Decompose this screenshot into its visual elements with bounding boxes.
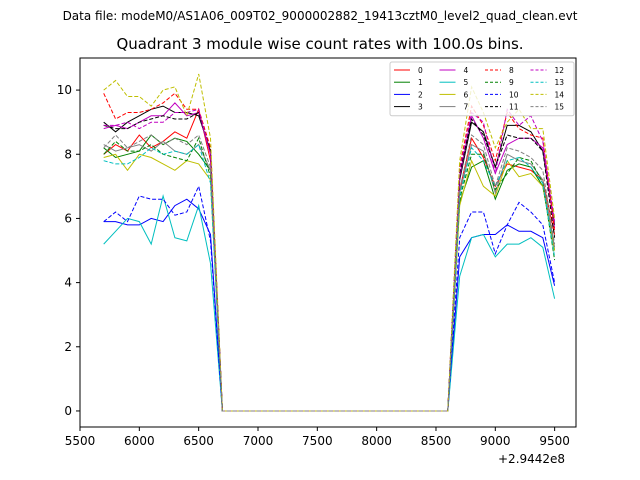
x-tick-label: 9500 bbox=[539, 434, 570, 448]
legend-label-2: 2 bbox=[418, 90, 423, 99]
legend-label-12: 12 bbox=[555, 66, 565, 75]
x-tick-label: 9000 bbox=[480, 434, 511, 448]
legend-label-9: 9 bbox=[509, 78, 514, 87]
legend-label-7: 7 bbox=[464, 103, 469, 112]
x-tick-label: 7000 bbox=[243, 434, 274, 448]
series-line-9 bbox=[103, 136, 556, 412]
series-line-2 bbox=[103, 198, 556, 412]
y-tick-label: 10 bbox=[57, 83, 72, 97]
x-tick-label: 5500 bbox=[65, 434, 96, 448]
legend-label-13: 13 bbox=[555, 78, 565, 87]
legend-label-5: 5 bbox=[464, 78, 469, 87]
axes-frame bbox=[79, 57, 577, 428]
series-line-10 bbox=[103, 184, 556, 412]
x-tick-label: 8000 bbox=[361, 434, 392, 448]
legend-label-0: 0 bbox=[418, 66, 423, 75]
y-tick-label: 2 bbox=[64, 340, 72, 354]
chart-title: Quadrant 3 module wise count rates with … bbox=[116, 35, 524, 53]
series-line-12 bbox=[103, 108, 556, 412]
series-line-14 bbox=[103, 73, 556, 412]
y-tick-label: 4 bbox=[64, 276, 72, 290]
legend-label-6: 6 bbox=[464, 90, 469, 99]
y-axis: 0 2 4 6 8 10 bbox=[57, 83, 80, 418]
series-line-7 bbox=[103, 140, 556, 412]
series-layer bbox=[103, 73, 556, 412]
x-tick-label: 8500 bbox=[421, 434, 452, 448]
x-tick-label: 6500 bbox=[183, 434, 214, 448]
series-line-6 bbox=[103, 153, 556, 412]
series-line-11 bbox=[103, 111, 556, 412]
x-tick-label: 7500 bbox=[302, 434, 333, 448]
series-line-5 bbox=[103, 194, 556, 412]
legend-label-4: 4 bbox=[464, 66, 469, 75]
legend-label-14: 14 bbox=[555, 90, 565, 99]
y-tick-label: 8 bbox=[64, 147, 72, 161]
series-line-0 bbox=[103, 107, 556, 412]
legend-label-15: 15 bbox=[555, 103, 565, 112]
legend-label-11: 11 bbox=[509, 103, 519, 112]
y-tick-label: 6 bbox=[64, 211, 72, 225]
x-offset-text: +2.9442e8 bbox=[498, 452, 566, 466]
y-tick-label: 0 bbox=[64, 404, 72, 418]
series-line-13 bbox=[103, 143, 556, 412]
x-axis: 5500 6000 6500 7000 7500 8000 8500 9000 9500 bbox=[65, 427, 570, 448]
legend-label-8: 8 bbox=[509, 66, 514, 75]
data-file-caption: Data file: modeM0/AS1A06_009T02_90000028… bbox=[62, 9, 578, 23]
legend-box bbox=[389, 61, 575, 117]
series-line-1 bbox=[103, 134, 556, 412]
series-line-15 bbox=[103, 134, 556, 412]
legend-label-10: 10 bbox=[509, 90, 519, 99]
x-tick-label: 6000 bbox=[124, 434, 155, 448]
series-line-4 bbox=[103, 102, 556, 412]
legend-label-3: 3 bbox=[418, 103, 423, 112]
legend-label-1: 1 bbox=[418, 78, 423, 87]
